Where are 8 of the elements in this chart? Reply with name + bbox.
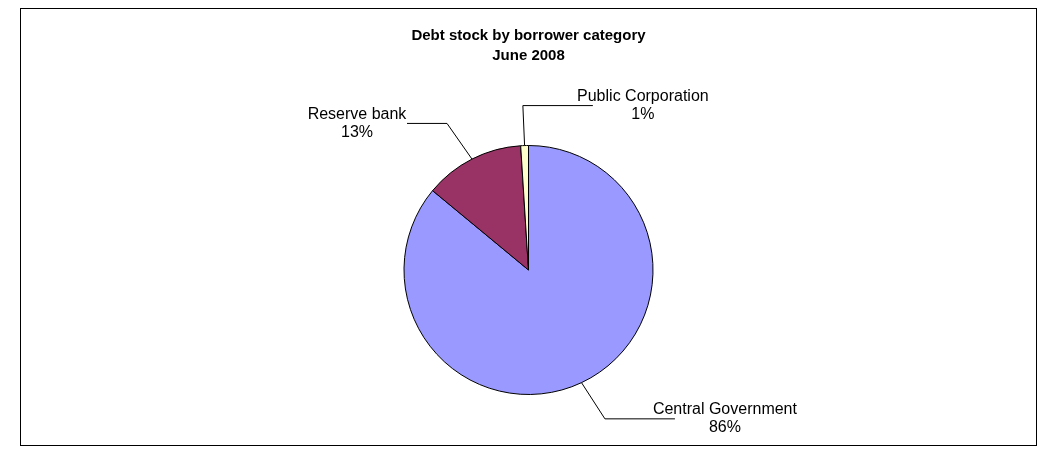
data-label: 86% [708,418,741,436]
slice-label: Central Government [652,400,798,418]
data-label: 1% [631,104,655,122]
slice-label: Public Corporation [577,86,709,104]
chart-subtitle: June 2008 [492,46,565,64]
slice-label: Reserve bank [307,104,408,122]
data-label: 13% [340,122,374,140]
chart-title: Debt stock by borrower category [411,26,647,44]
